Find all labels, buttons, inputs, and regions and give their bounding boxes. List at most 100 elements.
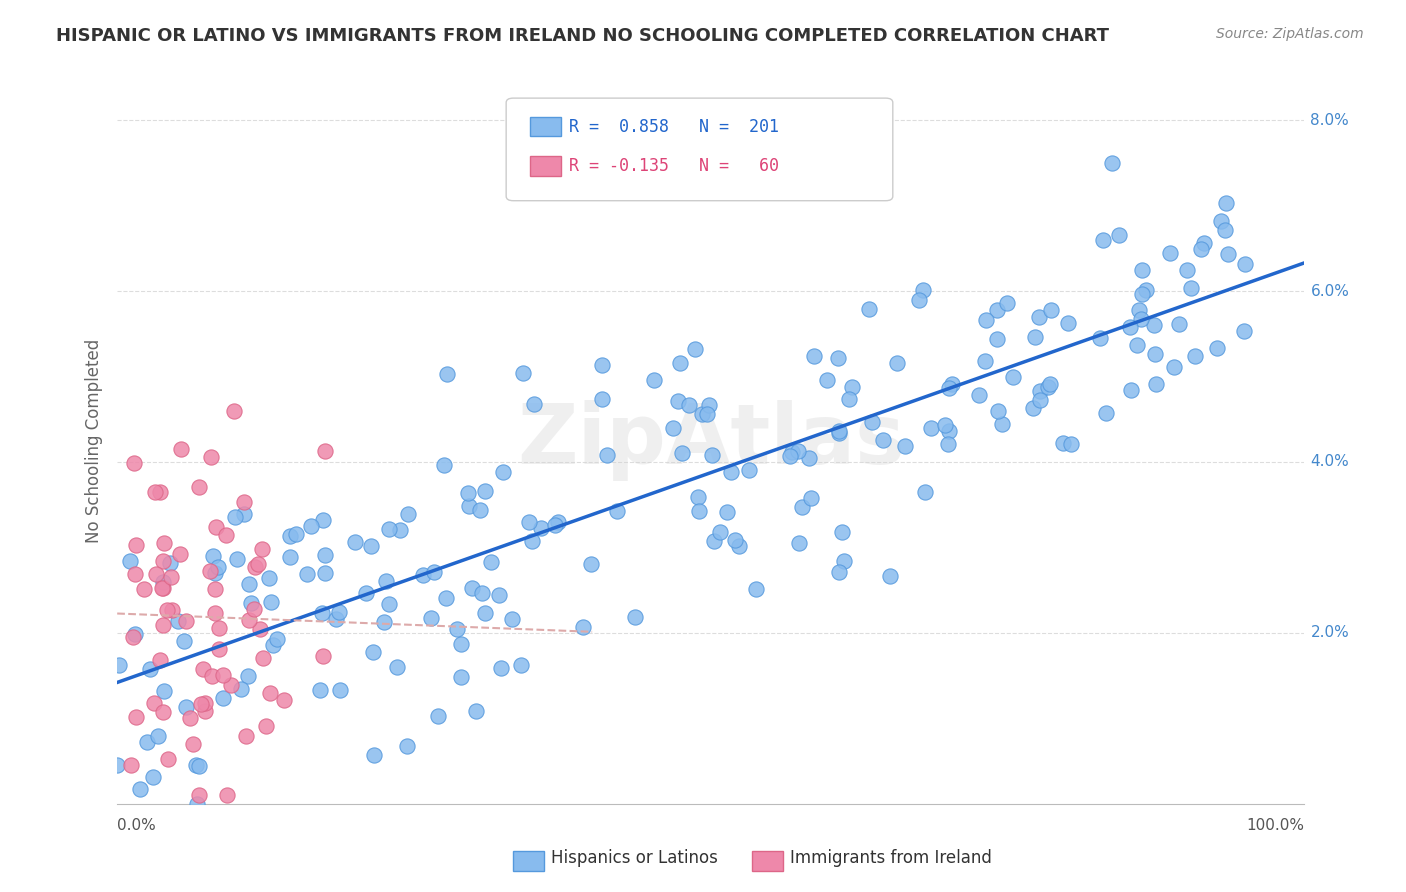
Point bbox=[1056, 316, 1078, 330]
Point bbox=[716, 505, 738, 519]
Point bbox=[1119, 320, 1142, 334]
Point bbox=[938, 424, 960, 438]
Point bbox=[215, 527, 238, 541]
Point bbox=[173, 634, 195, 648]
Point bbox=[446, 622, 468, 636]
Point bbox=[422, 565, 444, 579]
Point bbox=[678, 398, 700, 412]
Point bbox=[205, 520, 228, 534]
Point bbox=[987, 404, 1010, 418]
Point bbox=[278, 529, 301, 543]
Point bbox=[827, 424, 849, 438]
Point bbox=[936, 437, 959, 451]
Point bbox=[152, 705, 174, 719]
Point bbox=[780, 444, 803, 458]
Point bbox=[591, 358, 613, 372]
Point bbox=[360, 539, 382, 553]
Point bbox=[509, 658, 531, 673]
Point bbox=[118, 554, 141, 568]
Point bbox=[831, 525, 853, 540]
Point bbox=[606, 504, 628, 518]
Point bbox=[373, 615, 395, 630]
Point bbox=[1213, 223, 1236, 237]
Point bbox=[314, 566, 336, 580]
Point bbox=[1022, 401, 1045, 415]
Text: Source: ZipAtlas.com: Source: ZipAtlas.com bbox=[1216, 27, 1364, 41]
Point bbox=[512, 366, 534, 380]
Point bbox=[224, 510, 246, 524]
Point bbox=[709, 524, 731, 539]
Point bbox=[156, 603, 179, 617]
Point bbox=[596, 449, 619, 463]
Point bbox=[468, 502, 491, 516]
Text: Hispanics or Latinos: Hispanics or Latinos bbox=[551, 849, 718, 867]
Point bbox=[1184, 349, 1206, 363]
Point bbox=[152, 617, 174, 632]
Point bbox=[129, 782, 152, 797]
Text: 0.0%: 0.0% bbox=[117, 818, 156, 833]
Point bbox=[465, 704, 488, 718]
Point bbox=[720, 465, 742, 479]
Point bbox=[1128, 303, 1150, 318]
Point bbox=[517, 516, 540, 530]
Point bbox=[179, 711, 201, 725]
Point bbox=[474, 606, 496, 620]
Point bbox=[797, 450, 820, 465]
Point bbox=[488, 588, 510, 602]
Point bbox=[193, 662, 215, 676]
Point bbox=[233, 495, 256, 509]
Point bbox=[779, 449, 801, 463]
Point bbox=[243, 602, 266, 616]
Point bbox=[800, 491, 823, 505]
Point bbox=[361, 645, 384, 659]
Point bbox=[703, 533, 725, 548]
Point bbox=[841, 380, 863, 394]
Point bbox=[105, 758, 128, 772]
Point bbox=[662, 420, 685, 434]
Point bbox=[879, 569, 901, 583]
Text: 2.0%: 2.0% bbox=[1310, 625, 1350, 640]
Point bbox=[530, 521, 553, 535]
Point bbox=[145, 566, 167, 581]
Point bbox=[489, 661, 512, 675]
Point bbox=[474, 484, 496, 499]
Point bbox=[433, 458, 456, 472]
Point bbox=[121, 630, 143, 644]
Point bbox=[1180, 281, 1202, 295]
Point bbox=[1091, 233, 1114, 247]
Point bbox=[149, 653, 172, 667]
Point bbox=[238, 577, 260, 591]
Point bbox=[266, 632, 288, 647]
Point bbox=[908, 293, 931, 307]
Point bbox=[450, 670, 472, 684]
Point bbox=[152, 574, 174, 589]
Point bbox=[1159, 245, 1181, 260]
Point bbox=[728, 539, 751, 553]
Point bbox=[212, 691, 235, 706]
Point bbox=[1029, 384, 1052, 398]
Point bbox=[208, 621, 231, 635]
Point bbox=[666, 393, 689, 408]
Point bbox=[886, 356, 908, 370]
Point bbox=[986, 332, 1008, 346]
Point bbox=[941, 376, 963, 391]
Point bbox=[1028, 310, 1050, 324]
Point bbox=[226, 551, 249, 566]
Point bbox=[160, 603, 183, 617]
Point bbox=[544, 517, 567, 532]
Point bbox=[1129, 312, 1152, 326]
Point bbox=[188, 480, 211, 494]
Point bbox=[1060, 436, 1083, 450]
Point bbox=[238, 669, 260, 683]
Point bbox=[669, 356, 692, 370]
Point bbox=[198, 564, 221, 578]
Point bbox=[685, 342, 707, 356]
Point bbox=[420, 611, 443, 625]
Point bbox=[245, 560, 267, 574]
Point bbox=[787, 536, 810, 550]
Point bbox=[1039, 377, 1062, 392]
Point bbox=[547, 515, 569, 529]
Point bbox=[238, 613, 260, 627]
Point bbox=[146, 729, 169, 743]
Text: 4.0%: 4.0% bbox=[1310, 454, 1350, 469]
